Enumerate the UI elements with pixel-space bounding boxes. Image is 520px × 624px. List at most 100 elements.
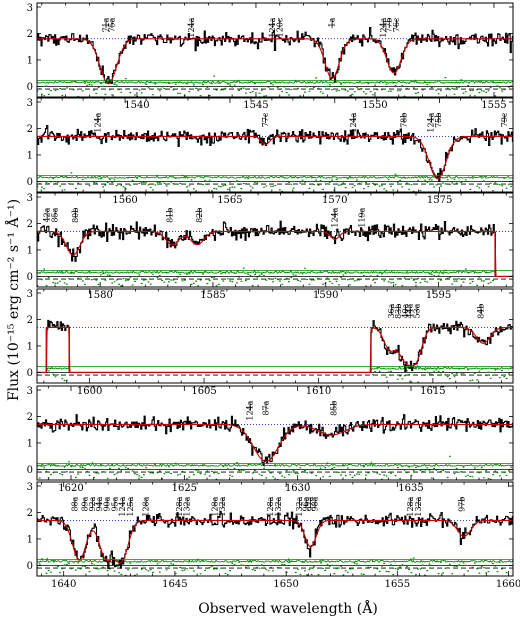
line-id-marker: 1a <box>328 17 337 29</box>
line-id-marker: 128a <box>266 496 275 516</box>
line-id-marker: 89a <box>80 496 89 511</box>
y-tick-label: 3 <box>27 98 33 109</box>
y-tick-label: 0 <box>27 368 33 379</box>
line-id-marker: 124a <box>349 112 358 132</box>
line-id-marker: 124a <box>246 400 255 420</box>
line-id-label: 96a <box>302 496 311 511</box>
y-tick-label: 3 <box>27 193 33 204</box>
line-id-label: 1a <box>328 17 337 27</box>
y-tick-label: 2 <box>27 412 33 423</box>
line-id-marker: 96a <box>302 496 311 511</box>
line-id-label: 81b <box>166 208 175 223</box>
line-id-marker: 124a <box>379 17 388 37</box>
y-tick-label: 2 <box>27 124 33 135</box>
line-id-label: 75a <box>108 17 117 32</box>
line-id-label: 44a <box>406 303 415 318</box>
x-tick-label: 1595 <box>426 290 451 301</box>
line-id-marker: 79c <box>500 112 509 127</box>
panel-frame <box>36 97 514 193</box>
x-tick-label: 1660 <box>496 579 520 590</box>
flux-spectrum <box>37 124 513 182</box>
x-tick-label: 1635 <box>398 483 423 494</box>
line-id-label: 124a <box>268 17 277 37</box>
panel-frame <box>36 288 514 384</box>
line-id-label: 92a <box>88 496 97 511</box>
error-spectrum <box>37 556 513 564</box>
model-fit <box>37 519 513 564</box>
line-id-label: 53a <box>412 303 421 318</box>
y-tick-label: 2 <box>27 29 33 40</box>
x-tick-label: 1590 <box>313 290 338 301</box>
x-tick-label: 1570 <box>322 195 347 206</box>
x-tick-label: 1565 <box>217 195 242 206</box>
line-id-label: 124a <box>246 400 255 420</box>
line-id-label: 124a <box>379 17 388 37</box>
line-id-marker: 80b <box>71 208 80 223</box>
x-tick-label: 1625 <box>172 483 197 494</box>
line-id-label: 132a <box>218 496 227 516</box>
model-fit <box>37 423 513 463</box>
x-tick-label: 1640 <box>51 579 76 590</box>
line-id-marker: 132a <box>274 496 283 516</box>
line-id-label: 124a <box>427 112 436 132</box>
line-id-label: 125a <box>126 496 135 516</box>
line-id-marker: 85b <box>329 401 338 416</box>
line-id-marker: 71a <box>102 17 111 32</box>
line-id-marker: 95a <box>110 496 119 511</box>
model-fit <box>37 230 513 277</box>
line-id-label: 89a <box>80 496 89 511</box>
line-id-label: 124a <box>330 207 339 227</box>
line-id-label: 132a <box>414 496 423 516</box>
error-spectrum <box>37 174 513 179</box>
line-id-label: 77b <box>385 18 394 33</box>
line-id-marker: 98a <box>311 496 320 511</box>
line-id-label: 36a <box>387 303 396 318</box>
y-tick-label: 1 <box>27 150 33 161</box>
y-tick-label: 3 <box>27 386 33 397</box>
x-tick-label: 1545 <box>243 100 268 111</box>
x-tick-label: 1600 <box>77 386 102 397</box>
line-id-marker: 90a <box>103 496 112 511</box>
line-id-marker: 85a <box>51 207 60 222</box>
line-id-label: 83b <box>394 304 403 319</box>
x-tick-label: 1620 <box>58 483 83 494</box>
line-id-marker: 53a <box>412 303 421 318</box>
error-spectrum <box>37 461 513 468</box>
x-tick-label: 1580 <box>87 290 112 301</box>
residual-points <box>47 366 513 383</box>
line-id-label: 98a <box>311 496 320 511</box>
x-tick-label: 1615 <box>420 386 445 397</box>
line-id-marker: 125a <box>126 496 135 516</box>
x-axis-title: Observed wavelength (Å) <box>198 599 378 617</box>
line-id-marker: 75b <box>434 113 443 128</box>
model-fit <box>37 326 513 373</box>
line-id-label: 120c <box>275 17 284 37</box>
line-id-label: 124a <box>118 496 127 516</box>
line-id-label: 84b <box>477 304 486 319</box>
line-id-marker: 76c <box>392 17 401 32</box>
line-id-marker: 83b <box>394 304 403 319</box>
flux-spectrum <box>37 27 513 84</box>
line-id-marker: 94a <box>95 496 104 511</box>
line-id-marker: 132a <box>414 496 423 516</box>
x-tick-label: 1555 <box>481 100 506 111</box>
y-tick-label: 1 <box>27 245 33 256</box>
line-id-marker: 124a <box>187 17 196 37</box>
line-id-marker: 78b <box>400 113 409 128</box>
line-id-marker: 128a <box>210 496 219 516</box>
y-tick-label: 0 <box>27 272 33 283</box>
panel-4-plot <box>37 319 513 383</box>
line-id-marker: 81b <box>166 208 175 223</box>
y-tick-label: 1 <box>27 55 33 66</box>
flux-spectrum <box>37 510 513 570</box>
line-id-label: 97b <box>457 497 466 512</box>
panel-frame <box>36 192 514 288</box>
line-id-marker: 128a <box>175 496 184 516</box>
line-id-label: 82b <box>195 208 204 223</box>
y-tick-label: 0 <box>27 465 33 476</box>
